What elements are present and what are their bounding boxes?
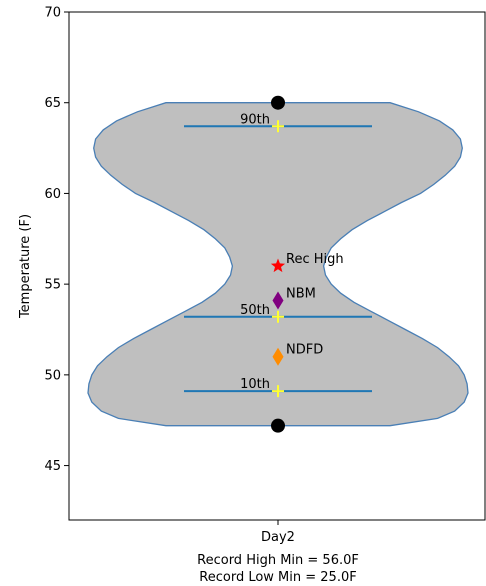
- footer-record-low: Record Low Min = 25.0F: [199, 570, 356, 585]
- y-tick-label: 50: [44, 368, 61, 383]
- y-tick-label: 55: [44, 278, 61, 293]
- y-tick-label: 60: [44, 187, 61, 202]
- x-tick-label: Day2: [261, 530, 295, 545]
- axes-frame: [68, 11, 486, 521]
- y-axis-label: Temperature (F): [18, 214, 33, 319]
- percentile-label-10th: 10th: [240, 377, 270, 392]
- marker-nbm: [272, 291, 284, 310]
- y-tick-label: 45: [44, 459, 61, 474]
- marker-rec-high: [270, 258, 286, 273]
- y-axis: 45 50 55 60 65 70: [44, 6, 69, 474]
- y-tick-label: 70: [44, 6, 61, 21]
- y-tick-label: 65: [44, 96, 61, 111]
- percentile-marker-10th: [272, 385, 284, 398]
- percentile-label-50th: 50th: [240, 303, 270, 318]
- marker-label-rec-high: Rec High: [286, 252, 344, 267]
- x-axis: Day2: [261, 520, 295, 545]
- marker-label-ndfd: NDFD: [286, 343, 323, 358]
- marker-ndfd: [272, 347, 284, 366]
- percentile-marker-50th: [272, 310, 284, 323]
- extreme-point-min: [271, 418, 285, 433]
- extreme-point-max: [271, 95, 285, 110]
- percentile-marker-90th: [272, 120, 284, 133]
- plot-area: 10th 50th 90th Rec High NBM NDFD: [87, 95, 469, 433]
- percentile-label-90th: 90th: [240, 112, 270, 127]
- footer-record-high: Record High Min = 56.0F: [197, 553, 359, 568]
- marker-label-nbm: NBM: [286, 286, 316, 301]
